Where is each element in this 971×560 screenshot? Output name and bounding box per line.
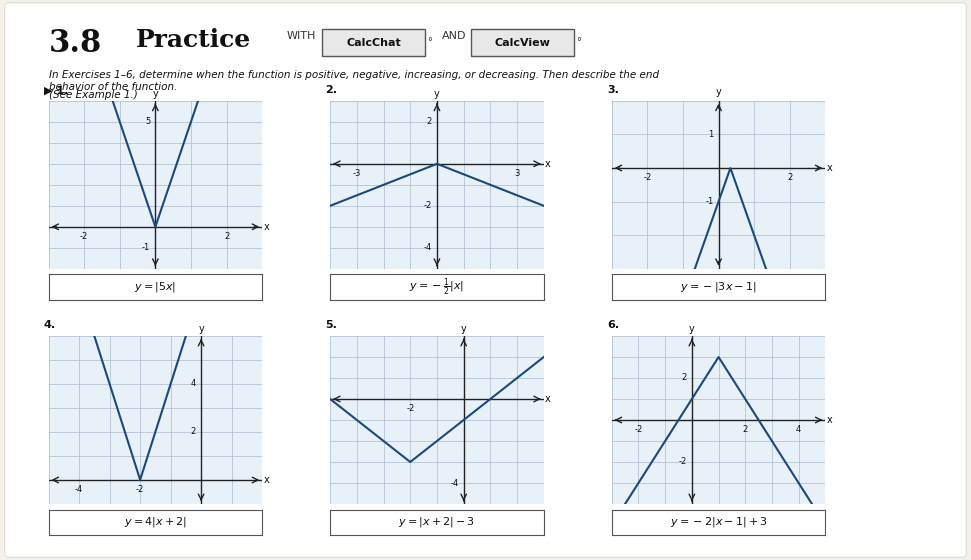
Text: 4.: 4. (44, 320, 55, 330)
Text: 2: 2 (224, 232, 229, 241)
Text: CalcChat: CalcChat (347, 38, 401, 48)
Text: 5.: 5. (325, 320, 337, 330)
Text: x: x (826, 415, 832, 425)
Text: y: y (198, 324, 204, 334)
Text: $y = -|3x - 1|$: $y = -|3x - 1|$ (681, 280, 756, 294)
Text: x: x (545, 394, 551, 404)
Text: -4: -4 (451, 478, 458, 488)
Text: 3.8: 3.8 (49, 28, 102, 59)
Text: 3.: 3. (607, 85, 619, 95)
Text: y: y (152, 88, 158, 99)
Text: AND: AND (442, 31, 466, 41)
Text: -1: -1 (142, 243, 151, 253)
Text: y: y (461, 324, 466, 334)
Text: 4: 4 (190, 380, 196, 389)
Text: 1: 1 (708, 130, 714, 139)
Text: -2: -2 (643, 173, 652, 182)
Text: Practice: Practice (136, 28, 251, 52)
Text: $y = -\frac{1}{2}|x|$: $y = -\frac{1}{2}|x|$ (410, 276, 464, 298)
Text: 2: 2 (426, 117, 432, 127)
Text: -1: -1 (705, 197, 714, 206)
Text: WITH: WITH (286, 31, 316, 41)
Text: x: x (827, 163, 833, 173)
Text: x: x (264, 222, 270, 232)
Text: $y = -2|x - 1| + 3$: $y = -2|x - 1| + 3$ (670, 515, 767, 529)
Text: -4: -4 (423, 243, 432, 253)
Text: 3: 3 (515, 169, 519, 178)
Text: $y = |x + 2| - 3$: $y = |x + 2| - 3$ (398, 515, 476, 529)
Text: -3: -3 (352, 169, 361, 178)
Text: 2: 2 (743, 425, 748, 434)
Text: In Exercises 1–6, determine when the function is positive, negative, increasing,: In Exercises 1–6, determine when the fun… (49, 70, 658, 92)
Text: 2.: 2. (325, 85, 337, 95)
Text: -2: -2 (136, 485, 145, 494)
FancyBboxPatch shape (5, 3, 966, 557)
Text: °: ° (427, 38, 432, 48)
Text: (See Example 1.): (See Example 1.) (49, 90, 137, 100)
Text: ▶ 1.: ▶ 1. (44, 85, 68, 95)
Text: y: y (689, 324, 694, 334)
Text: 6.: 6. (607, 320, 619, 330)
Text: 5: 5 (145, 117, 151, 127)
FancyBboxPatch shape (471, 29, 574, 56)
Text: -2: -2 (80, 232, 88, 241)
Text: -2: -2 (406, 404, 415, 413)
Text: x: x (545, 159, 551, 169)
Text: -2: -2 (634, 425, 643, 434)
FancyBboxPatch shape (322, 29, 425, 56)
Text: $y = 4|x + 2|$: $y = 4|x + 2|$ (124, 515, 186, 529)
Text: CalcView: CalcView (494, 38, 551, 48)
Text: 2: 2 (190, 427, 196, 436)
Text: 4: 4 (796, 425, 801, 434)
Text: -2: -2 (423, 201, 432, 211)
Text: 2: 2 (682, 374, 686, 382)
Text: y: y (434, 88, 440, 99)
Text: °: ° (576, 38, 581, 48)
Text: -2: -2 (679, 458, 686, 466)
Text: -4: -4 (75, 485, 84, 494)
Text: x: x (264, 475, 269, 485)
Text: y: y (716, 87, 721, 97)
Text: 2: 2 (787, 173, 792, 182)
Text: $y = |5x|$: $y = |5x|$ (134, 280, 177, 294)
